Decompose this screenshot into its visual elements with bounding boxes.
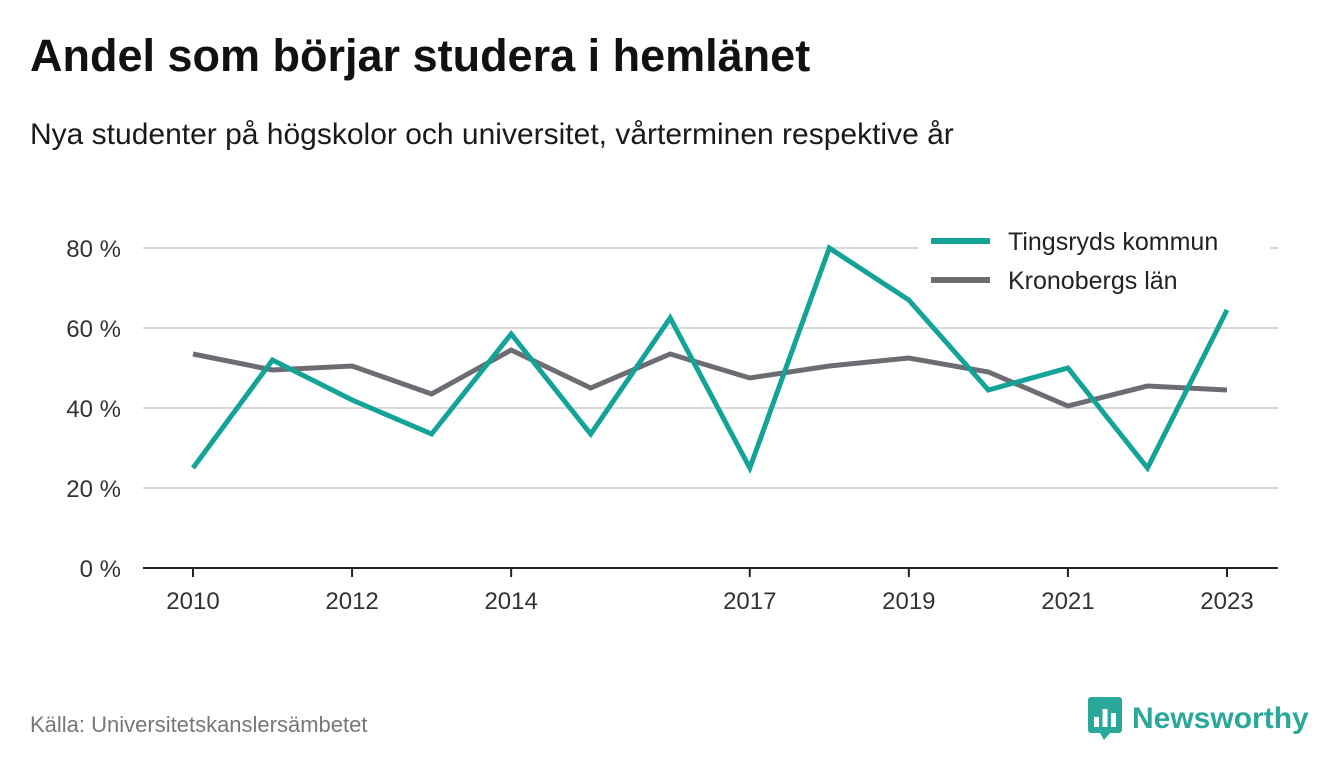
y-tick-label: 60 %: [66, 316, 121, 343]
x-tick-label: 2010: [166, 588, 219, 615]
brand-name: Newsworthy: [1132, 702, 1309, 735]
bar-chart-speech-bubble-icon: [1088, 697, 1122, 740]
x-tick-label: 2023: [1200, 588, 1253, 615]
chart-title: Andel som börjar studera i hemlänet: [30, 30, 811, 81]
x-tick-label: 2019: [882, 588, 935, 615]
x-tick-label: 2012: [325, 588, 378, 615]
source-note: Källa: Universitetskanslersämbetet: [30, 712, 368, 737]
x-tick-label: 2021: [1041, 588, 1094, 615]
chart-subtitle: Nya studenter på högskolor och universit…: [30, 118, 954, 151]
brand-logo: Newsworthy: [1088, 697, 1309, 741]
x-tick-label: 2017: [723, 588, 776, 615]
x-tick-label: 2014: [484, 588, 537, 615]
y-tick-label: 0 %: [80, 556, 121, 583]
y-tick-label: 40 %: [66, 396, 121, 423]
y-tick-label: 20 %: [66, 476, 121, 503]
legend-label-tingsryds-kommun: Tingsryds kommun: [1008, 228, 1218, 256]
series-line-tingsryds-kommun: [190, 244, 1230, 475]
y-tick-label: 80 %: [66, 236, 121, 263]
series-line-kronobergs-l-n: [192, 347, 1228, 409]
legend-label-kronobergs-l-n: Kronobergs län: [1008, 267, 1178, 295]
